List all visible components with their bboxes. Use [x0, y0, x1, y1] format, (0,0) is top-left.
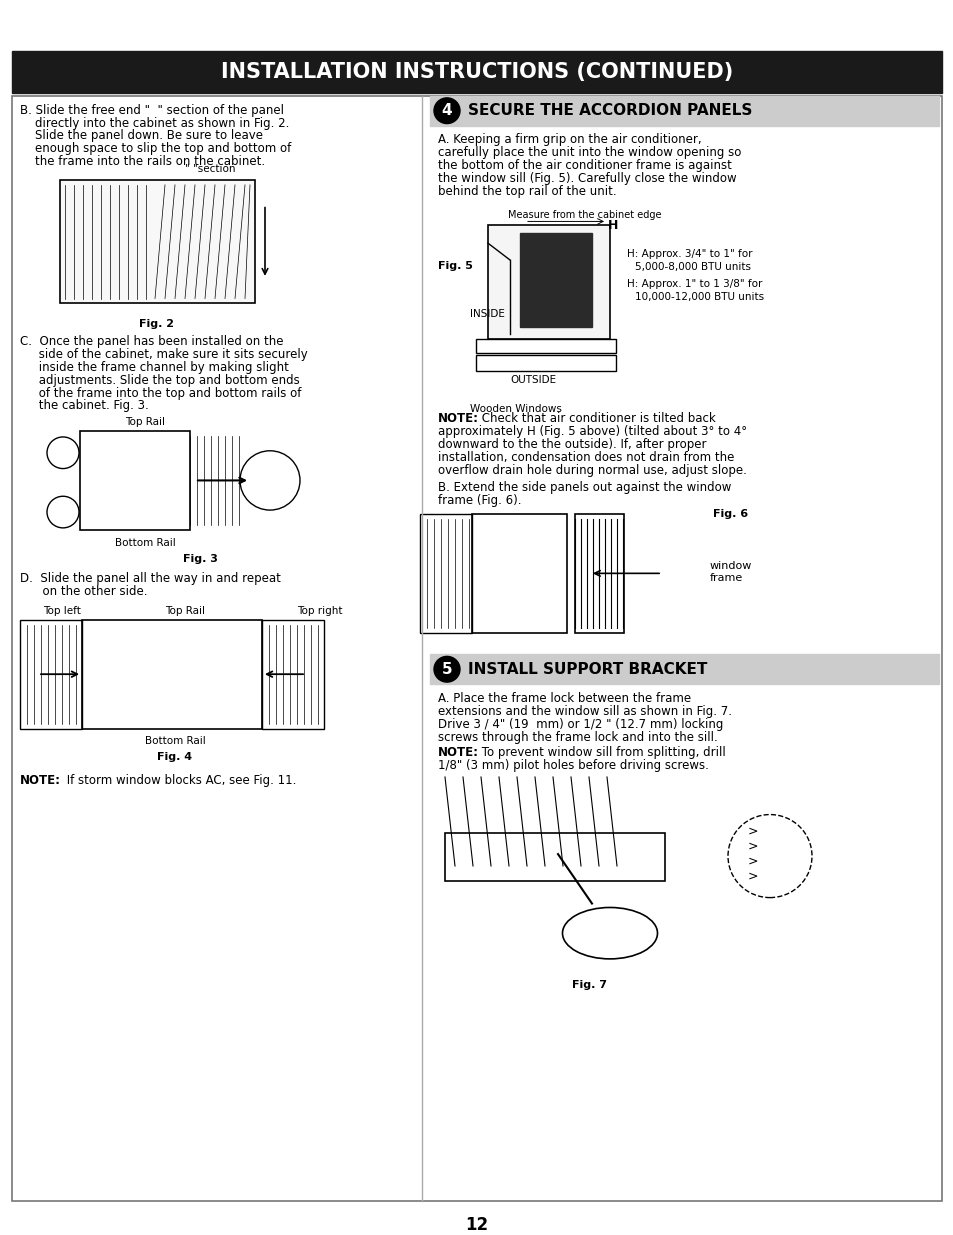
Text: the window sill (Fig. 5). Carefully close the window: the window sill (Fig. 5). Carefully clos… — [437, 172, 736, 185]
Text: 12: 12 — [465, 1216, 488, 1234]
Text: downward to the the outside). If, after proper: downward to the the outside). If, after … — [437, 438, 706, 451]
Text: Top Rail: Top Rail — [165, 606, 205, 616]
Text: extensions and the window sill as shown in Fig. 7.: extensions and the window sill as shown … — [437, 705, 731, 718]
Bar — [262, 620, 324, 729]
Bar — [476, 354, 616, 370]
Text: window: window — [709, 561, 752, 571]
Text: Fig. 5: Fig. 5 — [437, 261, 473, 270]
Text: INSTALLATION INSTRUCTIONS (CONTINUED): INSTALLATION INSTRUCTIONS (CONTINUED) — [221, 62, 732, 83]
Text: OUTSIDE: OUTSIDE — [510, 374, 556, 384]
Text: Bottom Rail: Bottom Rail — [145, 736, 205, 746]
Text: inside the frame channel by making slight: inside the frame channel by making sligh… — [20, 361, 289, 374]
Text: behind the top rail of the unit.: behind the top rail of the unit. — [437, 185, 616, 198]
Text: Fig. 6: Fig. 6 — [712, 509, 747, 519]
Bar — [419, 514, 472, 632]
Text: " "section: " "section — [185, 164, 235, 174]
Text: H: H — [607, 220, 618, 232]
Text: screws through the frame lock and into the sill.: screws through the frame lock and into t… — [437, 731, 717, 743]
Text: D.  Slide the panel all the way in and repeat: D. Slide the panel all the way in and re… — [20, 572, 280, 585]
Bar — [430, 96, 938, 126]
Circle shape — [434, 98, 459, 124]
Text: enough space to slip the top and bottom of: enough space to slip the top and bottom … — [20, 142, 291, 156]
Bar — [472, 514, 566, 632]
Bar — [60, 180, 254, 304]
Text: Wooden Windows: Wooden Windows — [470, 404, 561, 414]
Bar — [430, 655, 938, 684]
Text: Top Rail: Top Rail — [125, 417, 165, 427]
Bar — [80, 431, 190, 530]
Text: To prevent window sill from splitting, drill: To prevent window sill from splitting, d… — [477, 746, 725, 760]
Text: 4: 4 — [441, 104, 452, 119]
Text: 5,000-8,000 BTU units: 5,000-8,000 BTU units — [635, 262, 750, 272]
Text: 5: 5 — [441, 662, 452, 677]
Text: Slide the panel down. Be sure to leave: Slide the panel down. Be sure to leave — [20, 130, 263, 142]
Text: B. Extend the side panels out against the window: B. Extend the side panels out against th… — [437, 482, 731, 494]
Text: directly into the cabinet as shown in Fig. 2.: directly into the cabinet as shown in Fi… — [20, 116, 289, 130]
Text: >: > — [747, 840, 758, 852]
Bar — [519, 233, 592, 327]
Text: the bottom of the air conditioner frame is against: the bottom of the air conditioner frame … — [437, 159, 731, 172]
Text: carefully place the unit into the window opening so: carefully place the unit into the window… — [437, 146, 740, 159]
Text: frame: frame — [709, 573, 742, 583]
Text: Top left: Top left — [43, 606, 81, 616]
Text: overflow drain hole during normal use, adjust slope.: overflow drain hole during normal use, a… — [437, 463, 746, 477]
Text: of the frame into the top and bottom rails of: of the frame into the top and bottom rai… — [20, 387, 301, 399]
Text: >: > — [747, 825, 758, 837]
Text: NOTE:: NOTE: — [437, 746, 478, 760]
Bar — [444, 834, 664, 881]
Text: installation, condensation does not drain from the: installation, condensation does not drai… — [437, 451, 734, 464]
Text: Top right: Top right — [297, 606, 342, 616]
Text: NOTE:: NOTE: — [20, 774, 61, 787]
Text: >: > — [747, 869, 758, 882]
Bar — [82, 620, 262, 729]
Text: If storm window blocks AC, see Fig. 11.: If storm window blocks AC, see Fig. 11. — [63, 774, 296, 787]
Text: Check that air conditioner is tilted back: Check that air conditioner is tilted bac… — [477, 412, 715, 425]
Text: Measure from the cabinet edge: Measure from the cabinet edge — [507, 210, 660, 220]
Text: on the other side.: on the other side. — [20, 585, 148, 598]
Text: side of the cabinet, make sure it sits securely: side of the cabinet, make sure it sits s… — [20, 348, 308, 361]
Text: 10,000-12,000 BTU units: 10,000-12,000 BTU units — [635, 291, 763, 301]
Text: 1/8" (3 mm) pilot holes before driving screws.: 1/8" (3 mm) pilot holes before driving s… — [437, 760, 708, 772]
Text: >: > — [747, 855, 758, 867]
Text: C.  Once the panel has been installed on the: C. Once the panel has been installed on … — [20, 335, 283, 348]
Text: Bottom Rail: Bottom Rail — [114, 537, 175, 548]
Text: H: Approx. 3/4" to 1" for: H: Approx. 3/4" to 1" for — [626, 249, 752, 259]
Text: INSIDE: INSIDE — [470, 310, 504, 320]
Text: A. Place the frame lock between the frame: A. Place the frame lock between the fram… — [437, 692, 690, 705]
Text: Drive 3 / 4" (19  mm) or 1/2 " (12.7 mm) locking: Drive 3 / 4" (19 mm) or 1/2 " (12.7 mm) … — [437, 718, 722, 731]
Text: SECURE THE ACCORDION PANELS: SECURE THE ACCORDION PANELS — [468, 104, 752, 119]
Text: approximately H (Fig. 5 above) (tilted about 3° to 4°: approximately H (Fig. 5 above) (tilted a… — [437, 425, 746, 438]
Text: the cabinet. Fig. 3.: the cabinet. Fig. 3. — [20, 399, 149, 412]
Text: the frame into the rails on the cabinet.: the frame into the rails on the cabinet. — [20, 156, 265, 168]
Text: A. Keeping a firm grip on the air conditioner,: A. Keeping a firm grip on the air condit… — [437, 133, 700, 147]
Text: frame (Fig. 6).: frame (Fig. 6). — [437, 494, 521, 508]
Bar — [488, 226, 609, 340]
Text: Fig. 7: Fig. 7 — [572, 979, 607, 989]
Text: Fig. 4: Fig. 4 — [157, 752, 193, 762]
Bar — [12, 52, 941, 93]
Bar — [20, 620, 82, 729]
Text: Fig. 2: Fig. 2 — [139, 320, 174, 330]
Text: B. Slide the free end "  " section of the panel: B. Slide the free end " " section of the… — [20, 104, 284, 117]
Bar — [575, 514, 623, 632]
Circle shape — [434, 656, 459, 682]
Text: Fig. 3: Fig. 3 — [182, 553, 217, 563]
Text: INSTALL SUPPORT BRACKET: INSTALL SUPPORT BRACKET — [468, 662, 706, 677]
Text: H: Approx. 1" to 1 3/8" for: H: Approx. 1" to 1 3/8" for — [626, 279, 761, 289]
Bar — [476, 340, 616, 353]
Text: adjustments. Slide the top and bottom ends: adjustments. Slide the top and bottom en… — [20, 374, 299, 387]
Text: NOTE:: NOTE: — [437, 412, 478, 425]
